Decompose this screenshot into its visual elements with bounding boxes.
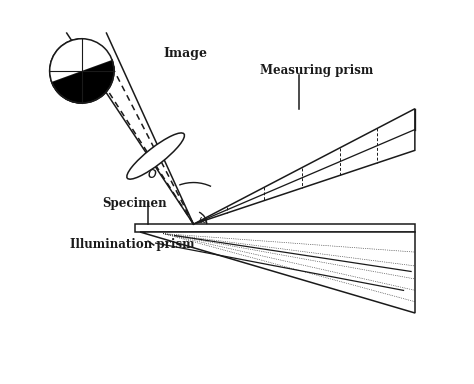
Wedge shape bbox=[50, 39, 112, 82]
Polygon shape bbox=[135, 224, 415, 232]
Text: Illumination prism: Illumination prism bbox=[71, 238, 195, 252]
Wedge shape bbox=[50, 39, 82, 103]
Text: Specimen: Specimen bbox=[103, 197, 167, 210]
Text: $\delta$: $\delta$ bbox=[146, 165, 157, 181]
Wedge shape bbox=[52, 60, 114, 103]
Polygon shape bbox=[140, 232, 415, 313]
Text: Measuring prism: Measuring prism bbox=[260, 65, 373, 78]
Ellipse shape bbox=[127, 133, 184, 179]
Text: Image: Image bbox=[163, 47, 207, 60]
Polygon shape bbox=[193, 109, 415, 224]
Text: $\omega$: $\omega$ bbox=[198, 215, 208, 225]
